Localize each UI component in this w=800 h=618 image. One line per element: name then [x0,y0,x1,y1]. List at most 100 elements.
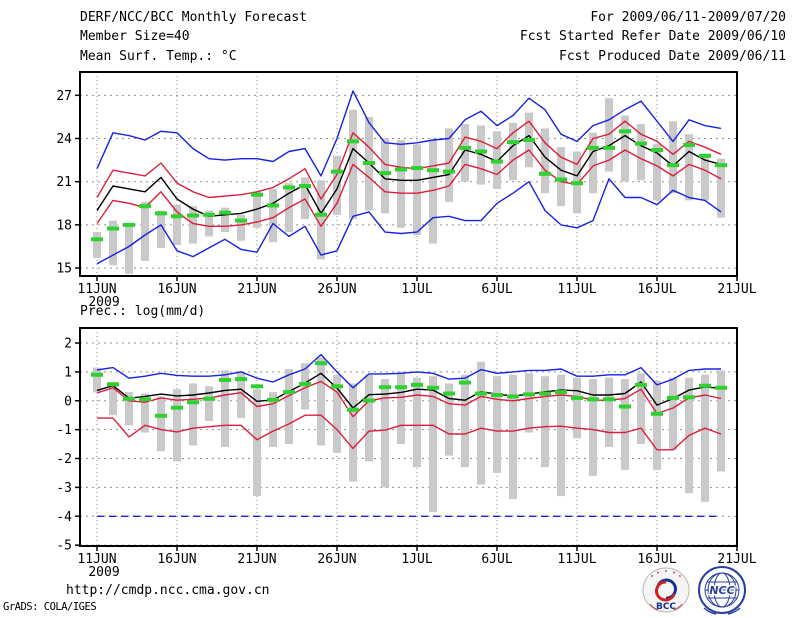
x-tick-label: 16JUN [157,552,196,567]
ensemble-spread-bar [397,371,405,445]
y-tick-label: 27 [56,89,72,104]
ensemble-spread-bar [109,381,117,416]
prec-spread-upper-line [96,380,722,418]
ensemble-spread-bar [173,204,181,246]
ensemble-spread-bar [669,121,677,194]
prec-spread-lower-line [97,414,722,451]
ensemble-spread-bar [157,210,165,248]
x-tick-label: 21JUL [717,282,756,297]
ensemble-spread-bar [125,223,133,274]
ensemble-spread-bar [413,377,421,468]
x-tick-label: 6JUL [481,552,512,567]
bcc-swirl-icon [655,578,677,602]
ensemble-spread-bar [669,377,677,450]
y-tick-label: 24 [56,132,72,147]
ensemble-spread-bar [701,154,709,201]
ensemble-spread-bar [333,155,341,215]
temp-spread-lower-line [96,149,722,228]
x-tick-label: 6JUL [481,282,512,297]
ensemble-spread-bar [557,374,565,497]
ensemble-spread-bar [509,374,517,499]
x-axis-year-label: 2009 [88,295,119,310]
ensemble-spread-bar [157,396,165,452]
temp-spread-upper-line [96,120,722,200]
ensemble-spread-bar [125,392,133,426]
ensemble-spread-bar [605,377,613,447]
x-tick-label: 16JUL [637,552,676,567]
y-tick-label: -5 [56,539,72,554]
ensemble-spread-bar [653,144,661,201]
x-tick-label: 16JUL [637,282,676,297]
prec-ensemble-max-line [96,353,721,389]
ensemble-spread-bar [509,122,517,181]
ensemble-spread-bar [621,379,629,471]
x-tick-label: 11JUN [77,552,116,567]
ncc-logo-label: NCC [709,584,734,597]
logos-group: BCC NCC [642,566,746,615]
y-tick-label: 15 [56,262,72,277]
x-tick-label: 1JUL [401,552,432,567]
x-tick-label: 21JUL [717,552,756,567]
prec-ensemble-mean-line [96,372,722,409]
ensemble-spread-bar [269,188,277,243]
y-tick-label: -1 [56,423,72,438]
ensemble-spread-bar [573,377,581,439]
y-tick-label: 1 [64,365,72,380]
x-tick-label: 26JUN [317,282,356,297]
ensemble-spread-bar [685,134,693,201]
ensemble-spread-bar [445,383,453,456]
temp-ensemble-mean-line [96,134,722,218]
ensemble-spread-bar [189,206,197,244]
ensemble-spread-bar [701,374,709,502]
ensemble-spread-bar [621,115,629,182]
refer-date-label: Fcst Started Refer Date 2009/06/10 [519,29,786,44]
ensemble-spread-bar [477,125,485,185]
x-tick-label: 21JUN [237,282,276,297]
ensemble-spread-bar [141,201,149,261]
y-tick-label: 0 [64,394,72,409]
ensemble-spread-bar [205,386,213,421]
page-title: DERF/NCC/BCC Monthly Forecast [80,10,307,25]
ensemble-spread-bar [525,373,533,433]
prec-chart-title: Prec.: log(mm/d) [80,304,206,319]
ensemble-spread-bar [381,379,389,488]
ensemble-spread-bar [93,367,101,393]
ensemble-spread-bar [189,383,197,446]
ensemble-spread-bar [541,128,549,194]
ensemble-spread-bar [221,207,229,233]
x-tick-label: 16JUN [157,282,196,297]
ensemble-spread-bar [717,370,725,472]
bcc-logo-label: BCC [656,602,676,612]
ensemble-spread-bar [205,210,213,237]
ncc-logo: NCC [698,566,746,615]
member-size-label: Member Size=40 [80,29,190,44]
y-tick-label: -4 [56,510,72,525]
ensemble-spread-bar [637,124,645,181]
ensemble-spread-bar [461,124,469,182]
x-axis-year-label: 2009 [88,565,119,580]
ensemble-spread-bar [717,158,725,218]
ensemble-spread-bar [173,389,181,462]
ensemble-spread-bar [397,139,405,228]
temp-chart-title: Mean Surf. Temp.: °C [80,49,237,64]
y-tick-label: 21 [56,175,72,190]
x-tick-label: 1JUL [401,282,432,297]
ensemble-spread-bar [445,128,453,202]
x-tick-label: 11JUN [77,282,116,297]
ensemble-spread-bar [333,374,341,453]
forecast-range-label: For 2009/06/11-2009/07/20 [590,10,786,25]
grads-credit: GrADS: COLA/IGES [3,601,97,613]
ensemble-spread-bar [301,363,309,410]
ensemble-spread-bar [557,147,565,207]
ensemble-spread-bar [301,177,309,220]
ensemble-spread-bar [589,132,597,194]
ensemble-spread-bar [141,393,149,433]
ensemble-spread-bar [253,389,261,497]
ensemble-spread-bar [477,361,485,485]
ensemble-spread-bar [429,376,437,512]
ensemble-spread-bar [237,371,245,419]
ensemble-spread-bar [653,380,661,471]
x-tick-label: 11JUL [557,282,596,297]
